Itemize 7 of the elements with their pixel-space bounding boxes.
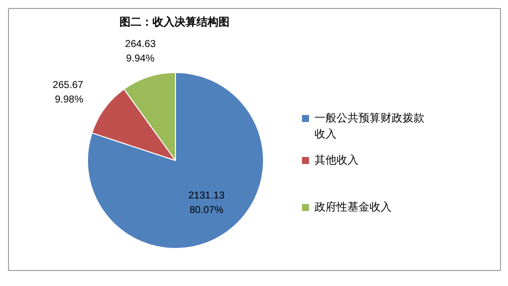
legend-label: 政府性基金收入 <box>314 200 392 214</box>
chart-title: 图二：收入决算结构图 <box>120 16 230 28</box>
data-label: 2131.13 80.07% <box>188 190 225 216</box>
legend-label: 其他收入 <box>314 154 358 166</box>
data-label: 265.67 9.98% <box>52 80 84 106</box>
data-label: 264.63 9.94% <box>125 38 156 64</box>
legend-label: 一般公共预算财政拨款收入 <box>314 112 424 140</box>
